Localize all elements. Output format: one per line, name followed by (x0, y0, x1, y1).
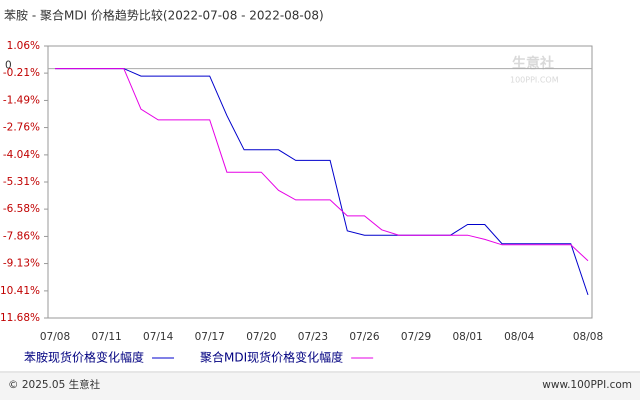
y-tick-label: -4.04% (3, 149, 40, 161)
watermark-name: 生意社 (512, 55, 554, 72)
y-tick-label: -1.49% (3, 94, 40, 106)
x-tick-label: 07/20 (246, 331, 276, 343)
x-tick-label: 08/01 (453, 331, 483, 343)
y-tick-label: -2.76% (3, 122, 40, 134)
y-tick-label: -11.68% (0, 312, 40, 324)
y-tick-label: 0 (5, 60, 12, 72)
x-tick-label: 07/29 (401, 331, 431, 343)
y-tick-label: -7.86% (3, 230, 40, 242)
x-tick-label: 07/14 (143, 331, 174, 343)
x-tick-label: 07/17 (195, 331, 225, 343)
x-tick-label: 07/26 (349, 331, 380, 343)
footer-left: © 2025.05 生意社 (8, 378, 101, 391)
y-tick-label: -0.21% (3, 67, 40, 79)
x-tick-label: 07/08 (40, 331, 70, 343)
x-tick-label: 08/04 (504, 331, 535, 343)
watermark-site: 100PPI.COM (510, 76, 559, 85)
y-tick-label: 1.06% (7, 40, 40, 52)
footer-right: www.100PPI.com (542, 379, 632, 391)
x-tick-label: 08/08 (573, 331, 603, 343)
x-tick-label: 07/11 (91, 331, 121, 343)
series-line (55, 68, 589, 296)
chart-title: 苯胺 - 聚合MDI 价格趋势比较(2022-07-08 - 2022-08-0… (4, 8, 324, 23)
x-tick-label: 07/23 (298, 331, 328, 343)
y-tick-label: -5.31% (3, 176, 40, 188)
legend-label: 聚合MDI现货价格变化幅度 (200, 350, 343, 365)
y-tick-label: -6.58% (3, 203, 40, 215)
plot-frame (47, 45, 593, 319)
footer-bg (0, 373, 640, 400)
y-tick-label: -9.13% (3, 258, 40, 270)
legend-label: 苯胺现货价格变化幅度 (24, 350, 144, 365)
y-tick-label: -10.41% (0, 285, 40, 297)
series-line (55, 68, 589, 262)
